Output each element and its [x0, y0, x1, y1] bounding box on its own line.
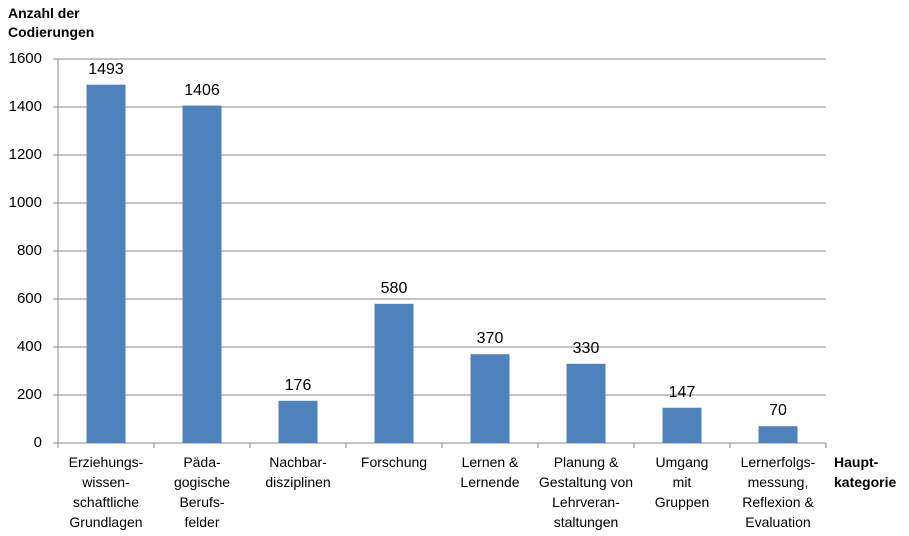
y-tick-label: 200: [16, 386, 42, 403]
x-category-label: Planung & Gestaltung von Lehrveran- stal…: [538, 454, 634, 530]
x-category-label: Erziehungs- wissen- schaftliche Grundlag…: [68, 454, 144, 530]
bar-0: [86, 84, 126, 444]
y-axis-title: Anzahl der Codierungen: [8, 5, 95, 40]
bar-4: [470, 354, 510, 443]
x-category-label: Nachbar- disziplinen: [265, 454, 331, 490]
data-label: 147: [668, 383, 696, 401]
x-category-label: Lernen & Lernende: [460, 454, 520, 490]
y-tick-label: 1600: [8, 50, 42, 67]
y-tick-label: 1000: [8, 194, 42, 211]
data-label: 370: [476, 330, 504, 348]
data-label: 176: [284, 376, 312, 394]
y-tick-label: 0: [33, 434, 42, 451]
y-tick-label: 1200: [8, 146, 42, 163]
x-category-label: Umgang mit Gruppen: [654, 454, 710, 510]
data-label: 70: [769, 402, 787, 420]
y-tick-label: 1400: [8, 98, 42, 115]
data-label: 1493: [88, 60, 124, 78]
x-category-label: Päda- gogische Berufs- felder: [173, 454, 231, 530]
bar-3: [374, 303, 414, 443]
y-tick-label: 800: [16, 242, 42, 259]
y-tick-label: 400: [16, 338, 42, 355]
x-category-label: Lernerfolgs- messung, Reflexion & Evalua…: [740, 454, 816, 530]
x-category-label: Forschung: [360, 454, 428, 470]
bar-5: [566, 363, 606, 443]
bar-1: [182, 105, 222, 443]
bar-2: [278, 400, 318, 443]
data-label: 1406: [184, 81, 220, 99]
data-label: 330: [572, 339, 600, 357]
data-label: 580: [380, 279, 408, 297]
x-axis-title: Haupt- kategorie: [834, 454, 897, 490]
y-tick-label: 600: [16, 290, 42, 307]
bar-7: [758, 426, 798, 443]
bar-6: [662, 407, 702, 443]
